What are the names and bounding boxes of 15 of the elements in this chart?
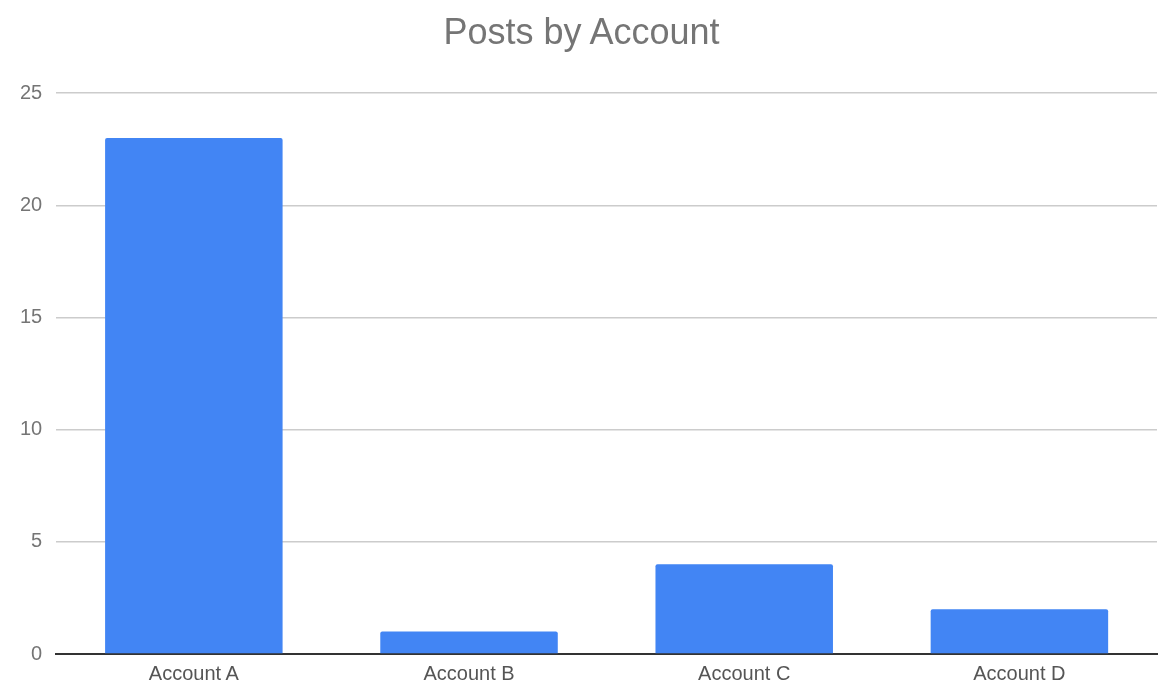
x-tick-label: Account C xyxy=(698,661,791,684)
y-tick-label: 5 xyxy=(31,529,43,552)
x-tick-label: Account A xyxy=(148,661,240,684)
bar xyxy=(105,138,283,654)
chart-title: Posts by Account xyxy=(443,10,720,52)
bar xyxy=(655,564,833,654)
y-tick-label: 25 xyxy=(20,80,43,103)
x-tick-label: Account D xyxy=(973,661,1066,684)
y-tick-label: 20 xyxy=(20,192,43,215)
y-tick-label: 10 xyxy=(20,417,43,440)
y-tick-label: 15 xyxy=(20,305,43,328)
y-tick-label: 0 xyxy=(31,641,43,664)
bar xyxy=(930,609,1109,654)
bar xyxy=(380,631,558,654)
x-tick-label: Account B xyxy=(423,661,515,684)
